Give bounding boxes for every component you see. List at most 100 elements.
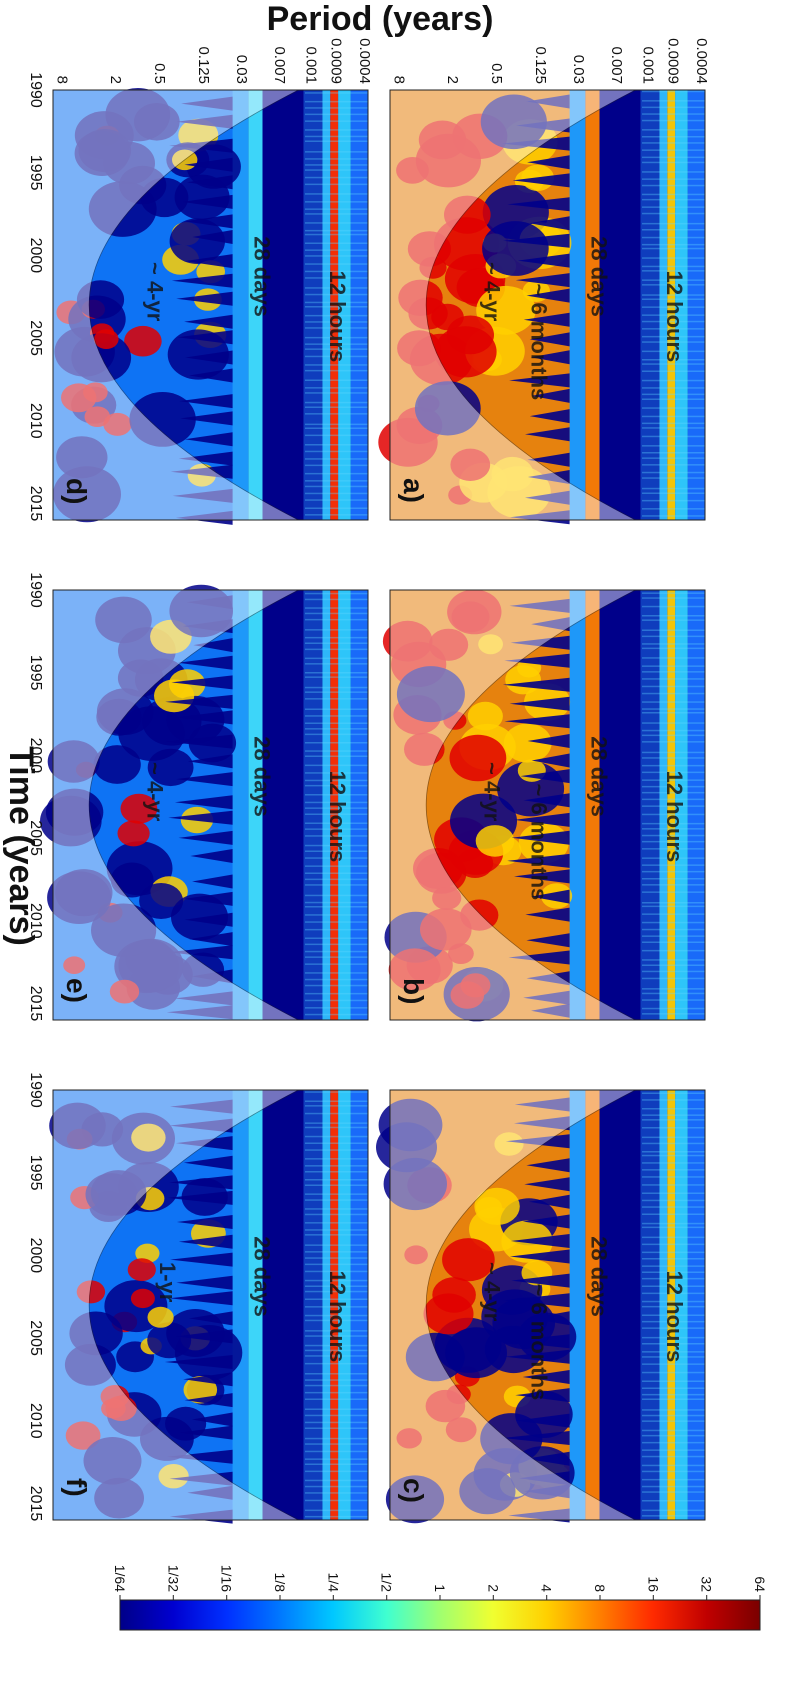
- period-band-0: [687, 590, 705, 1020]
- stripe-6: [305, 1135, 368, 1138]
- stripe-58: [305, 1509, 368, 1512]
- power-blob-26: [460, 973, 491, 998]
- power-tongue-20: [525, 490, 570, 505]
- stripe-20: [642, 734, 705, 737]
- period-band-2: [667, 1090, 676, 1520]
- stripe-51: [305, 458, 368, 460]
- stripe-24: [642, 764, 705, 767]
- stripe-21: [642, 741, 705, 743]
- stripe-46: [642, 1420, 705, 1422]
- panel-frame: [389, 1089, 706, 1521]
- x-tick-label-2005: 2005: [27, 320, 44, 356]
- power-tongue-1: [531, 617, 570, 632]
- y-tick-label-3: 0.007: [608, 46, 625, 84]
- stripe-2: [642, 605, 705, 608]
- power-blob-37: [503, 723, 552, 763]
- stripe-36: [642, 1351, 705, 1353]
- x-tick-label-1990: 1990: [27, 572, 44, 608]
- stripe-44: [642, 1409, 705, 1411]
- stripe-52: [642, 464, 705, 466]
- stripe-25: [642, 270, 705, 272]
- stripe-7: [305, 140, 368, 142]
- y-tick-label-1: 0.0009: [328, 38, 345, 84]
- power-blob-39: [505, 665, 541, 695]
- stripe-27: [642, 1285, 705, 1287]
- annotation-2: ~ 6 months: [527, 784, 552, 901]
- x-tick-label-2005: 2005: [27, 820, 44, 856]
- stripe-1: [642, 1099, 705, 1101]
- stripe-45: [642, 1414, 705, 1417]
- stripe-40: [305, 1379, 368, 1381]
- stripe-56: [305, 492, 368, 495]
- colorbar-tick-label-8: 1/4: [325, 1573, 341, 1593]
- stripe-20: [305, 233, 368, 236]
- stripe-35: [305, 1344, 368, 1347]
- power-tongue-10: [523, 793, 570, 808]
- stripe-29: [305, 801, 368, 804]
- power-tongue-17: [189, 932, 233, 947]
- power-tongue-17: [184, 432, 233, 447]
- stripe-42: [305, 392, 368, 394]
- power-blob-7: [396, 1428, 422, 1449]
- period-band-0: [350, 1090, 368, 1520]
- stripe-20: [305, 733, 368, 736]
- power-tongue-7: [503, 233, 570, 248]
- stripe-30: [305, 1306, 368, 1308]
- stripe-45: [305, 1414, 368, 1417]
- power-tongue-13: [190, 849, 233, 863]
- power-tongue-8: [187, 754, 233, 769]
- annotation-3: ~ 4-yr: [480, 262, 505, 322]
- stripe-52: [305, 464, 368, 467]
- x-axis-title: Time (years): [2, 746, 40, 946]
- stripe-44: [305, 1408, 368, 1410]
- stripe-14: [642, 193, 705, 196]
- stripe-28: [305, 794, 368, 796]
- stripe-7: [642, 142, 705, 144]
- stripe-50: [642, 949, 705, 952]
- stripe-5: [642, 1127, 705, 1129]
- power-blob-38: [90, 1170, 147, 1216]
- stripe-3: [642, 615, 705, 617]
- period-band-7: [569, 90, 586, 520]
- stripe-47: [642, 928, 705, 931]
- stripe-31: [642, 1314, 705, 1316]
- stripe-9: [642, 1154, 705, 1157]
- stripe-10: [642, 161, 705, 164]
- stripe-57: [642, 499, 705, 502]
- stripe-5: [305, 129, 368, 131]
- stripe-29: [642, 1300, 705, 1303]
- power-tongue-11: [530, 1311, 570, 1326]
- stripe-45: [305, 413, 368, 415]
- stripe-46: [305, 423, 368, 426]
- stripe-52: [305, 963, 368, 965]
- power-tongue-0: [186, 595, 233, 610]
- stripe-54: [642, 477, 705, 479]
- power-tongue-1: [514, 1116, 570, 1131]
- period-band-4: [640, 90, 660, 520]
- stripe-10: [305, 1165, 368, 1167]
- stripe-33: [305, 1330, 368, 1332]
- power-tongue-1: [169, 1118, 233, 1133]
- period-band-0: [687, 90, 705, 520]
- stripe-22: [642, 247, 705, 250]
- stripe-45: [305, 914, 368, 916]
- power-tongue-18: [527, 452, 570, 467]
- power-blob-14: [95, 596, 152, 644]
- annotation-2: ~ 4-yr: [143, 262, 168, 322]
- stripe-6: [305, 135, 368, 138]
- stripe-42: [305, 1391, 368, 1394]
- power-blob-35: [428, 628, 469, 661]
- stripe-2: [642, 1108, 705, 1110]
- stripe-11: [305, 672, 368, 674]
- stripe-31: [642, 813, 705, 816]
- stripe-50: [305, 450, 368, 453]
- power-blob-36: [396, 666, 465, 723]
- power-blob-34: [147, 1322, 192, 1359]
- stripe-55: [642, 1485, 705, 1488]
- stripe-56: [642, 492, 705, 494]
- stripe-29: [642, 798, 705, 801]
- stripe-51: [642, 959, 705, 961]
- power-tongue-13: [507, 853, 570, 868]
- power-tongue-8: [531, 753, 570, 768]
- power-tongue-14: [514, 869, 570, 884]
